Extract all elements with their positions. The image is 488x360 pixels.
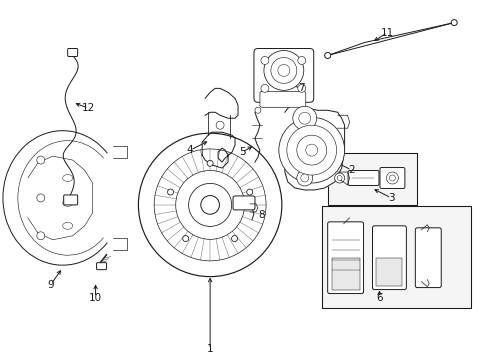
Circle shape (277, 64, 289, 76)
Text: 9: 9 (47, 280, 54, 289)
Circle shape (216, 121, 224, 129)
FancyBboxPatch shape (376, 258, 402, 285)
Circle shape (37, 156, 45, 164)
Circle shape (231, 235, 237, 242)
Circle shape (296, 135, 326, 165)
Ellipse shape (62, 199, 73, 206)
Circle shape (175, 171, 244, 239)
Circle shape (286, 125, 336, 175)
FancyBboxPatch shape (67, 49, 78, 57)
FancyBboxPatch shape (321, 206, 470, 307)
Circle shape (297, 84, 305, 92)
Circle shape (37, 194, 45, 202)
Circle shape (201, 195, 219, 214)
Circle shape (300, 174, 308, 182)
Text: 3: 3 (387, 193, 394, 203)
Circle shape (188, 183, 231, 226)
FancyBboxPatch shape (63, 195, 78, 205)
Circle shape (334, 173, 344, 183)
FancyBboxPatch shape (253, 49, 313, 102)
Ellipse shape (450, 20, 456, 26)
FancyBboxPatch shape (327, 222, 363, 293)
Text: 4: 4 (186, 145, 193, 155)
Circle shape (37, 232, 45, 240)
Circle shape (261, 57, 268, 64)
Circle shape (167, 189, 173, 195)
Text: 6: 6 (375, 293, 382, 302)
Circle shape (270, 58, 296, 84)
Circle shape (246, 189, 252, 195)
FancyBboxPatch shape (331, 258, 359, 289)
Text: 8: 8 (258, 210, 264, 220)
Ellipse shape (62, 175, 73, 181)
Circle shape (264, 50, 303, 90)
FancyBboxPatch shape (379, 167, 404, 189)
Ellipse shape (62, 222, 73, 229)
Circle shape (292, 106, 316, 130)
Circle shape (138, 133, 281, 276)
FancyBboxPatch shape (260, 91, 305, 107)
Circle shape (278, 117, 344, 183)
FancyBboxPatch shape (372, 226, 406, 289)
Circle shape (154, 149, 265, 261)
Ellipse shape (324, 53, 330, 58)
Text: 5: 5 (238, 147, 245, 157)
Circle shape (207, 160, 213, 166)
Circle shape (305, 144, 317, 156)
FancyBboxPatch shape (96, 263, 106, 270)
Text: 11: 11 (380, 28, 393, 37)
FancyBboxPatch shape (327, 153, 416, 205)
Circle shape (183, 235, 188, 242)
FancyBboxPatch shape (414, 228, 440, 288)
Text: 10: 10 (89, 293, 102, 302)
Text: 2: 2 (347, 165, 354, 175)
Circle shape (297, 57, 305, 64)
Circle shape (261, 84, 268, 92)
Text: 12: 12 (82, 103, 95, 113)
Circle shape (386, 172, 398, 184)
Text: 7: 7 (298, 84, 305, 93)
Polygon shape (285, 105, 344, 190)
Text: 1: 1 (206, 345, 213, 354)
FancyBboxPatch shape (347, 171, 378, 185)
FancyBboxPatch shape (233, 196, 254, 210)
Circle shape (336, 176, 342, 180)
Circle shape (298, 112, 310, 124)
Circle shape (296, 170, 312, 186)
Circle shape (388, 175, 395, 181)
